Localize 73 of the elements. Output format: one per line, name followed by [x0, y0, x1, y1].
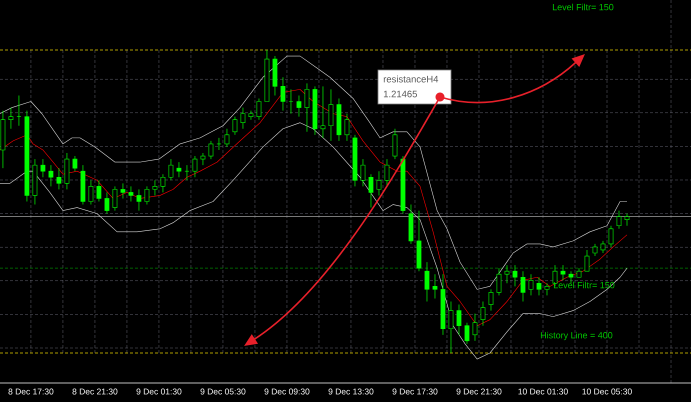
candlestick [304, 82, 310, 132]
annotation: History Line = 400 [540, 332, 612, 340]
candlestick [48, 164, 54, 187]
candlestick [40, 158, 46, 178]
candlestick [296, 95, 302, 118]
x-tick-label: 9 Dec 09:30 [264, 388, 310, 395]
candlestick [592, 244, 598, 256]
candlestick [168, 158, 174, 181]
candlestick [152, 180, 158, 196]
x-tick-label: 9 Dec 21:30 [456, 388, 502, 395]
candlestick [104, 192, 110, 214]
candlestick [144, 186, 150, 205]
candlestick [328, 89, 334, 142]
candlestick [576, 268, 582, 278]
candlestick [376, 170, 382, 196]
candlestick [528, 274, 534, 296]
candlestick [616, 210, 622, 230]
candlestick [120, 182, 126, 199]
candlestick [56, 168, 62, 190]
candlestick [96, 180, 102, 202]
x-tick-label: 9 Dec 17:30 [392, 388, 438, 395]
x-tick-label: 8 Dec 17:30 [8, 388, 54, 395]
candlestick [432, 274, 438, 299]
candlestick [360, 158, 366, 187]
candlestick [112, 186, 118, 211]
candlestick [584, 250, 590, 272]
candlestick [88, 180, 94, 205]
candlestick [240, 107, 246, 130]
annotation: 1.21465 [384, 90, 418, 98]
x-tick-label: 8 Dec 21:30 [72, 388, 118, 395]
text: Level Filtr= 150 [552, 4, 614, 10]
candlestick [384, 158, 390, 187]
candlestick [424, 262, 430, 302]
candlestick [320, 86, 326, 138]
candlestick [256, 98, 262, 120]
candlestick [224, 128, 230, 148]
x-tick-label: 10 Dec 01:30 [518, 388, 568, 395]
candlestick [600, 240, 606, 254]
candlestick [624, 213, 630, 226]
candlestick [512, 264, 518, 287]
candlestick [72, 156, 78, 172]
candlestick [472, 313, 478, 342]
candlestick [368, 174, 374, 208]
x-tick-label: 9 Dec 13:30 [328, 388, 374, 395]
candlestick [344, 113, 350, 142]
candlestick [248, 110, 254, 120]
x-tick-label: 10 Dec 05:30 [582, 388, 632, 395]
candlestick [280, 76, 286, 111]
candlestick [488, 289, 494, 311]
candlestick [544, 282, 550, 296]
candlestick [448, 301, 454, 354]
candlestick [464, 322, 470, 344]
candlestick [456, 304, 462, 336]
candlestick [136, 189, 142, 211]
candlestick [520, 270, 526, 302]
candlestick [480, 301, 486, 326]
annotation: resistanceH4 [384, 76, 438, 82]
candlestick [504, 264, 510, 284]
candlestick [200, 152, 206, 166]
candlestick [560, 264, 566, 281]
candlestick [208, 140, 214, 160]
candlestick [392, 128, 398, 160]
candlestick [232, 116, 238, 136]
candlestick [128, 186, 134, 202]
candlestick [496, 268, 502, 296]
x-tick-label: 9 Dec 01:30 [136, 388, 182, 395]
candlestick [176, 162, 182, 178]
candlestick [608, 225, 614, 248]
candlestick [160, 174, 166, 193]
candlestick [536, 276, 542, 296]
candlestick [192, 156, 198, 178]
x-tick-label: 9 Dec 05:30 [200, 388, 246, 395]
candlestick [8, 107, 14, 130]
